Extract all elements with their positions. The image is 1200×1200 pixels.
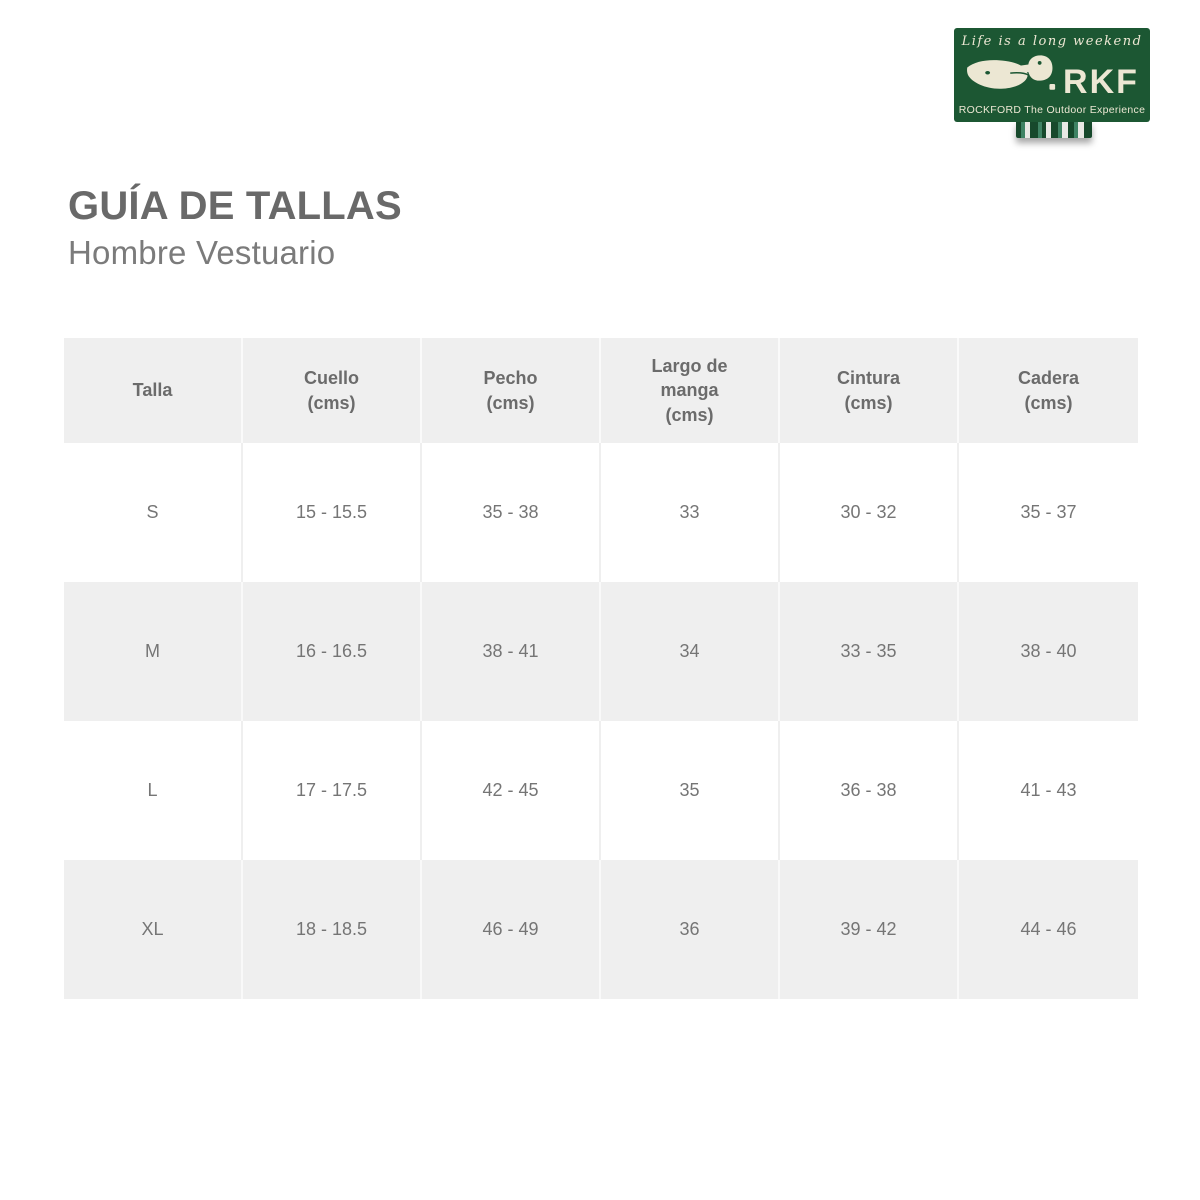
brand-tagline: Life is a long weekend [961, 34, 1143, 49]
cell-s-manga: 33 [601, 443, 780, 582]
cell-s-cintura: 30 - 32 [780, 443, 959, 582]
cell-m-cuello: 16 - 16.5 [243, 582, 422, 721]
title-block: GUÍA DE TALLAS Hombre Vestuario [68, 184, 402, 272]
duck-icon [965, 52, 1057, 98]
cell-s-cuello: 15 - 15.5 [243, 443, 422, 582]
cell-l-manga: 35 [601, 721, 780, 860]
cell-l-cadera: 41 - 43 [959, 721, 1138, 860]
table-row-l: L 17 - 17.5 42 - 45 35 36 - 38 41 - 43 [64, 721, 1138, 860]
brand-logo-row: RKF [965, 52, 1139, 101]
header-cell-pecho: Pecho (cms) [422, 338, 601, 443]
cell-m-cintura: 33 - 35 [780, 582, 959, 721]
cell-s-cadera: 35 - 37 [959, 443, 1138, 582]
cell-l-cuello: 17 - 17.5 [243, 721, 422, 860]
cell-m-pecho: 38 - 41 [422, 582, 601, 721]
cell-l-pecho: 42 - 45 [422, 721, 601, 860]
cell-m-manga: 34 [601, 582, 780, 721]
table-header-row: Talla Cuello (cms) Pecho (cms) Largo de … [64, 338, 1138, 443]
header-cell-largo-de-manga: Largo de manga (cms) [601, 338, 780, 443]
cell-xl-pecho: 46 - 49 [422, 860, 601, 999]
cell-xl-cadera: 44 - 46 [959, 860, 1138, 999]
cell-xl-cintura: 39 - 42 [780, 860, 959, 999]
header-cell-cuello: Cuello (cms) [243, 338, 422, 443]
cell-xl-cuello: 18 - 18.5 [243, 860, 422, 999]
cell-m-cadera: 38 - 40 [959, 582, 1138, 721]
cell-s-talla: S [64, 443, 243, 582]
header-cell-cintura: Cintura (cms) [780, 338, 959, 443]
header-cell-cadera: Cadera (cms) [959, 338, 1138, 443]
table-row-xl: XL 18 - 18.5 46 - 49 36 39 - 42 44 - 46 [64, 860, 1138, 999]
cell-m-talla: M [64, 582, 243, 721]
page-subtitle: Hombre Vestuario [68, 234, 336, 271]
brand-badge: Life is a long weekend RK [954, 28, 1150, 122]
cell-l-talla: L [64, 721, 243, 860]
table-row-s: S 15 - 15.5 35 - 38 33 30 - 32 35 - 37 [64, 443, 1138, 582]
size-table: Talla Cuello (cms) Pecho (cms) Largo de … [64, 338, 1138, 999]
header-cell-talla: Talla [64, 338, 243, 443]
brand-ribbon-stripes [1016, 121, 1092, 138]
cell-l-cintura: 36 - 38 [780, 721, 959, 860]
cell-s-pecho: 35 - 38 [422, 443, 601, 582]
brand-subtitle: ROCKFORD The Outdoor Experience [958, 104, 1146, 116]
table-row-m: M 16 - 16.5 38 - 41 34 33 - 35 38 - 40 [64, 582, 1138, 721]
cell-xl-manga: 36 [601, 860, 780, 999]
page-title: GUÍA DE TALLAS [68, 184, 402, 228]
brand-name: RKF [1063, 62, 1139, 101]
cell-xl-talla: XL [64, 860, 243, 999]
